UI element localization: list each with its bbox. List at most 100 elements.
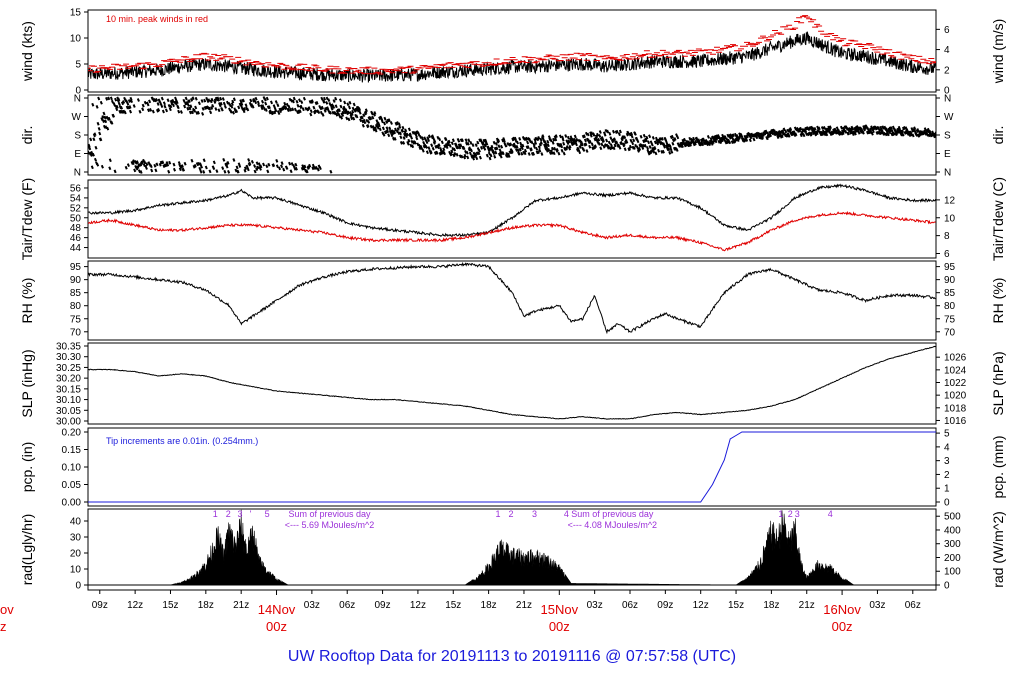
series-line-temp-1	[88, 210, 936, 252]
panel-slp: SLP (inHg) SLP (hPa)30.0030.0530.1030.153…	[19, 342, 1006, 428]
xtick-label: 12z	[410, 600, 426, 611]
series-line-slp-0	[88, 345, 936, 420]
xtick-label: 03z	[869, 600, 885, 611]
panel-frame-slp	[87, 342, 937, 425]
xtick-label: 21z	[516, 600, 532, 611]
ytick-right-label: S	[944, 131, 951, 142]
ytick-right-label: 2	[944, 470, 950, 481]
panel-frame-wind	[87, 9, 937, 93]
plot-area-slp	[88, 345, 936, 420]
series-line-rh-0	[88, 261, 936, 335]
ylabel-left-pcp: pcp. (in)	[19, 442, 35, 493]
ytick-left-label: 90	[70, 275, 82, 286]
xtick-label: 15z	[728, 600, 744, 611]
panel-frame-rad	[87, 508, 937, 591]
ytick-left-label: 30.30	[56, 352, 81, 363]
ytick-right-label: W	[944, 112, 954, 123]
ytick-right-label: 85	[944, 288, 956, 299]
ytick-right-label: 90	[944, 275, 956, 286]
ylabel-left-temp: Tair/Tdew (F)	[19, 178, 35, 260]
ytick-left-label: 54	[70, 193, 82, 204]
ytick-left-label: 0.20	[62, 428, 82, 439]
ytick-right-label: 5	[944, 429, 950, 440]
day-label-hour: 00z	[266, 619, 287, 634]
ylabel-right-temp: Tair/Tdew (C)	[990, 177, 1006, 261]
day-label-date: 16Nov	[823, 602, 861, 617]
precip-annotation: Tip increments are 0.01in. (0.254mm.)	[106, 436, 258, 446]
ytick-right-label: 6	[944, 25, 950, 36]
ytick-right-label: 1020	[944, 391, 967, 402]
ytick-right-label: 6	[944, 249, 950, 260]
xtick-label: 09z	[375, 600, 391, 611]
xtick-label: 03z	[587, 600, 603, 611]
ytick-left-label: E	[74, 149, 81, 160]
xtick-label: 18z	[198, 600, 214, 611]
ytick-left-label: 52	[70, 203, 82, 214]
series-line-wind-0	[88, 31, 936, 83]
ytick-right-label: 1024	[944, 365, 967, 376]
ytick-left-label: N	[74, 168, 81, 179]
ytick-left-label: 15	[70, 8, 82, 19]
xtick-label: 15z	[162, 600, 178, 611]
radiation-annotation: 1	[778, 509, 783, 519]
ytick-right-label: N	[944, 168, 951, 179]
ytick-left-label: 30.05	[56, 406, 81, 417]
ytick-right-label: 1	[944, 484, 950, 495]
ytick-right-label: 4	[944, 442, 950, 453]
ytick-right-label: 300	[944, 539, 961, 550]
ytick-left-label: 95	[70, 262, 82, 273]
ytick-left-label: 50	[70, 213, 82, 224]
radiation-annotation: 5	[265, 509, 270, 519]
ytick-left-label: 40	[70, 517, 82, 528]
radiation-annotation: 3	[795, 509, 800, 519]
radiation-annotation: 4	[828, 509, 833, 519]
xtick-label: 21z	[799, 600, 815, 611]
ytick-left-label: 10	[70, 565, 82, 576]
ytick-right-label: N	[944, 94, 951, 105]
ytick-left-label: N	[74, 94, 81, 105]
radiation-annotation: 3	[532, 509, 537, 519]
radiation-annotation: 2	[788, 509, 793, 519]
ytick-left-label: 0.05	[62, 480, 82, 491]
ytick-left-label: 30.20	[56, 374, 81, 385]
xtick-label: 06z	[622, 600, 638, 611]
ytick-right-label: 3	[944, 456, 950, 467]
panel-rh: RH (%) RH (%) 70 75 80 85 90 95 70 75 80 85 90 95	[19, 260, 1006, 341]
series-line-temp-0	[88, 183, 936, 238]
footer-title-text: UW Rooftop Data for 20191113 to 20191116…	[287, 648, 737, 665]
ylabel-right-wind: wind (m/s)	[990, 19, 1006, 85]
ytick-right-label: 80	[944, 301, 956, 312]
panel-temp: Tair/Tdew (F) Tair/Tdew (C) 44464850525456…	[19, 177, 1006, 261]
xtick-label: 09z	[657, 600, 673, 611]
plot-area-pcp	[88, 431, 936, 503]
radiation-annotation: 4	[564, 509, 569, 519]
ylabel-right-slp: SLP (hPa)	[990, 351, 1006, 415]
ytick-left-label: 75	[70, 314, 82, 325]
xtick-label: 03z	[304, 600, 320, 611]
radiation-annotation: Sum of previous day	[571, 509, 654, 519]
ylabel-right-rh: RH (%)	[990, 278, 1006, 324]
ytick-left-label: 0	[75, 581, 81, 592]
ytick-right-label: 8	[944, 231, 950, 242]
ytick-left-label: 0.10	[62, 463, 82, 474]
ytick-right-label: 2	[944, 65, 950, 76]
ytick-left-label: S	[74, 131, 81, 142]
ytick-right-label: 12	[944, 195, 956, 206]
radiation-area	[170, 509, 855, 586]
ytick-right-label: 100	[944, 567, 961, 578]
day-label-hour: 00z	[549, 619, 570, 634]
xtick-label: 09z	[92, 600, 108, 611]
ytick-left-label: 30.10	[56, 395, 81, 406]
xtick-label: 12z	[127, 600, 143, 611]
ytick-right-label: 1016	[944, 416, 967, 427]
ytick-left-label: 0	[75, 86, 81, 97]
xtick-label: 12z	[693, 600, 709, 611]
xtick-label: 18z	[481, 600, 497, 611]
panel-wind: wind (kts) wind (m/s) 0 5 10 15 0 2 4 6 10 min. pe…	[19, 8, 1006, 97]
plot-area-wind	[88, 15, 936, 83]
ytick-left-label: 30	[70, 533, 82, 544]
ytick-right-label: 0	[944, 86, 950, 97]
ylabel-left-rad: rad(Lgly/hr)	[19, 514, 35, 586]
